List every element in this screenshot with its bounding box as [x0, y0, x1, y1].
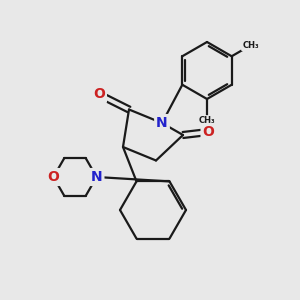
Text: O: O: [93, 88, 105, 101]
Text: CH₃: CH₃: [242, 41, 259, 50]
Text: O: O: [47, 170, 59, 184]
Text: CH₃: CH₃: [199, 116, 215, 125]
Text: O: O: [202, 125, 214, 139]
Text: N: N: [156, 116, 168, 130]
Text: N: N: [91, 170, 102, 184]
